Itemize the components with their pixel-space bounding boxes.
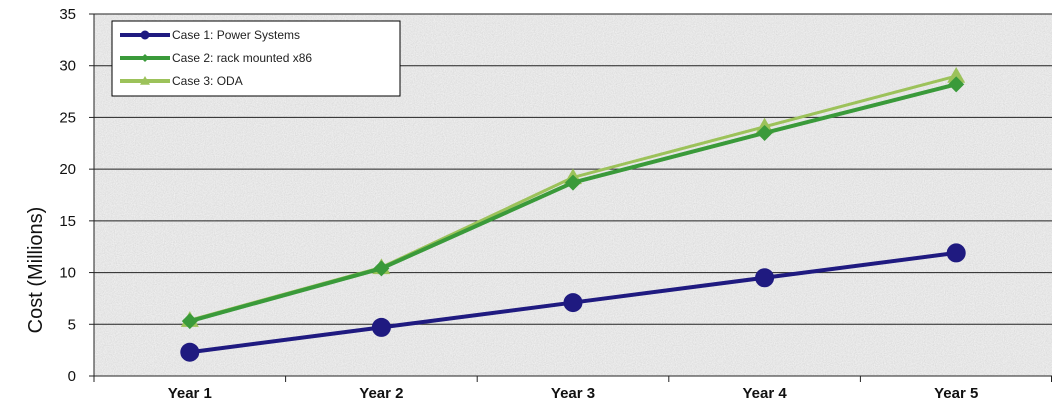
y-tick-label: 10: [59, 265, 76, 282]
data-point: [180, 342, 200, 362]
x-tick-label: Year 2: [359, 385, 403, 402]
data-point: [946, 243, 966, 263]
x-tick-label: Year 3: [551, 385, 595, 402]
legend-label: Case 1: Power Systems: [172, 28, 300, 42]
y-tick-label: 15: [59, 213, 76, 230]
data-point: [141, 54, 149, 62]
x-tick-label: Year 5: [934, 385, 978, 402]
data-point: [140, 76, 150, 85]
data-point: [565, 174, 581, 191]
x-tick-label: Year 4: [742, 385, 787, 402]
y-tick-label: 30: [59, 58, 76, 75]
y-tick-label: 5: [68, 316, 76, 333]
data-point: [181, 313, 198, 330]
gridlines: [94, 13, 1052, 377]
data-point: [563, 293, 583, 313]
data-point: [371, 317, 391, 337]
data-point: [947, 67, 966, 83]
y-tick-label: 35: [59, 6, 76, 23]
data-point: [948, 76, 965, 93]
legend-label: Case 2: rack mounted x86: [172, 51, 312, 65]
legend-label: Case 3: ODA: [172, 74, 243, 88]
data-point: [140, 30, 150, 40]
series-lines: [180, 67, 966, 362]
series-1: [180, 243, 966, 362]
y-tick-label: 20: [59, 161, 76, 178]
x-tick-label: Year 1: [168, 385, 212, 402]
axes: 0 5 10 15 20 25 30 35 Year 1 Year 2 Year 3 Year 4 Ye…: [59, 6, 1052, 402]
data-point: [373, 260, 390, 277]
data-point: [755, 268, 775, 288]
legend: Case 1: Power Systems Case 2: rack mounte…: [111, 20, 401, 97]
series-2: [181, 76, 965, 330]
y-tick-label: 0: [68, 368, 76, 385]
y-axis-title: Cost (Millions): [25, 207, 47, 334]
data-point: [756, 124, 773, 141]
y-tick-label: 25: [59, 109, 76, 126]
